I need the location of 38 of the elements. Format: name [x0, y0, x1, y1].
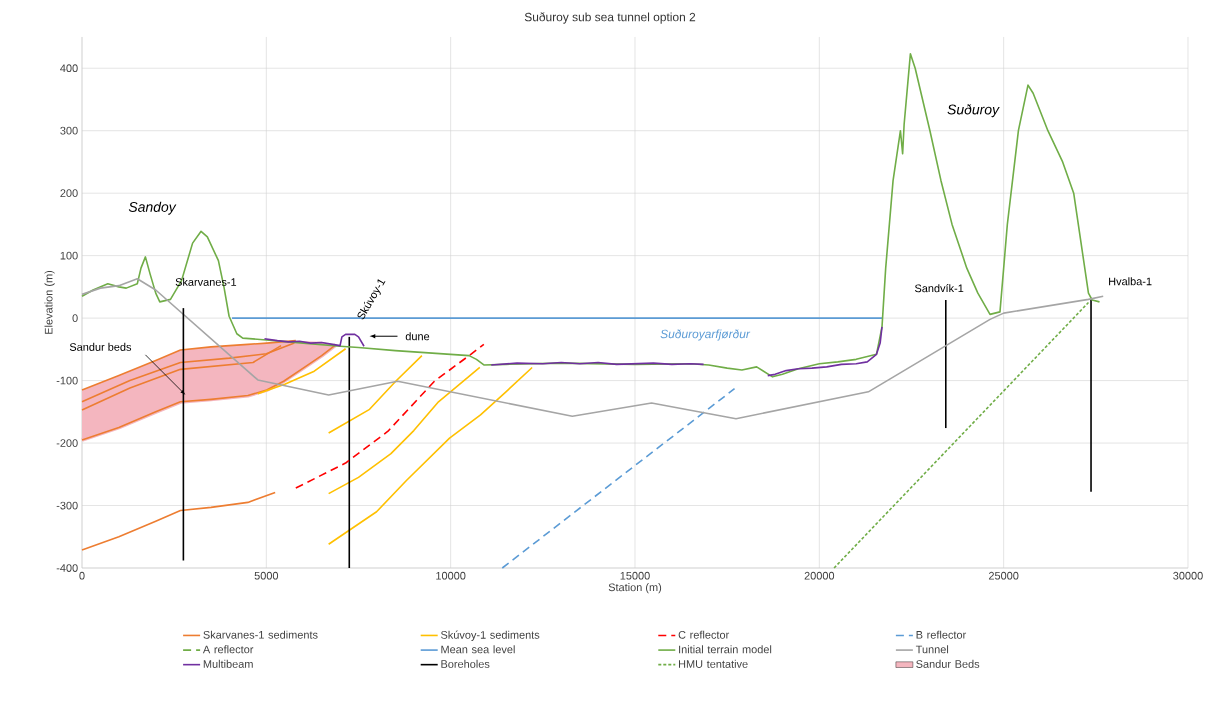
y-tick-label: 400	[60, 64, 78, 73]
y-tick-label: -300	[56, 501, 78, 510]
annotation: dune	[405, 332, 430, 341]
x-tick-label: 10000	[436, 571, 466, 580]
x-tick-label: 15000	[620, 571, 650, 580]
annotation: Sandoy	[128, 201, 177, 215]
annotation: Suðuroyarfjørður	[660, 329, 751, 341]
x-tick-label: 25000	[988, 571, 1019, 580]
y-tick-label: 100	[60, 251, 78, 260]
legend-label: HMU tentative	[679, 659, 748, 668]
legend-label: Tunnel	[915, 645, 949, 654]
legend-label: Sandur Beds	[916, 659, 980, 668]
legend-label: C reflector	[678, 630, 730, 639]
annotation: Suðuroy	[947, 104, 1000, 118]
y-tick-label: 0	[72, 314, 78, 322]
x-tick-label: 30000	[1173, 571, 1203, 580]
x-tick-label: 0	[79, 571, 85, 580]
legend-label: Mean sea level	[441, 645, 515, 654]
annotation: Sandur beds	[69, 342, 132, 351]
annotation: Sandvík-1	[914, 284, 964, 293]
legend-label: B reflector	[916, 630, 967, 639]
annotation: Hvalba-1	[1109, 277, 1152, 286]
y-tick-label: -400	[56, 564, 78, 572]
legend-label: Skarvanes-1 sediments	[203, 630, 318, 639]
x-axis-title: Station (m)	[608, 583, 662, 594]
y-tick-label: 300	[60, 126, 78, 135]
y-tick-label: -200	[56, 439, 78, 447]
chart-title: Suðuroy sub sea tunnel option 2	[524, 12, 696, 24]
legend-label: Boreholes	[441, 659, 490, 668]
y-tick-label: -100	[56, 376, 78, 385]
x-tick-label: 5000	[254, 571, 279, 580]
legend-label: Initial terrain model	[679, 645, 772, 654]
y-tick-label: 200	[60, 189, 78, 198]
y-axis-title: Elevation (m)	[44, 270, 55, 334]
x-tick-label: 20000	[804, 571, 835, 580]
legend-label: Multibeam	[203, 659, 253, 668]
legend-label: Skúvoy-1 sediments	[441, 630, 540, 641]
legend-label: A reflector	[202, 645, 254, 654]
